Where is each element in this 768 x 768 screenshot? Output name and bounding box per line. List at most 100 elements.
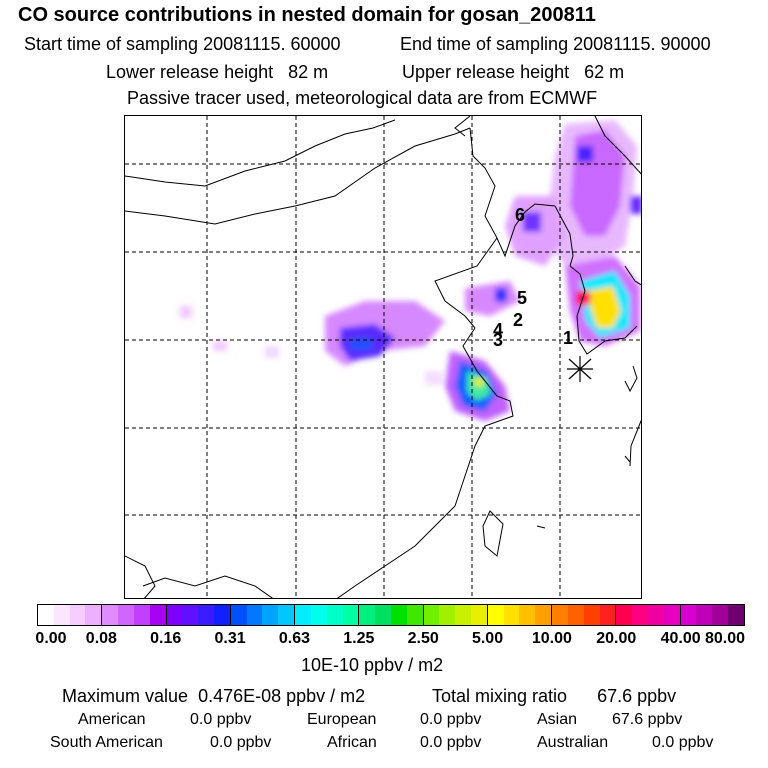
colorbar-segment [102, 605, 167, 625]
colorbar-swatch [166, 605, 183, 625]
colorbar-swatch [680, 605, 697, 625]
colorbar-swatch [406, 605, 423, 625]
colorbar-swatch [503, 605, 520, 625]
colorbar-swatch [278, 605, 295, 625]
colorbar-segment [295, 605, 360, 625]
colorbar-tick-label: 10.00 [531, 630, 572, 647]
colorbar-swatch [295, 605, 311, 625]
chart-title: CO source contributions in nested domain… [18, 4, 596, 26]
start-time-value: 20081115. 60000 [203, 34, 341, 54]
lat-lon-grid [125, 116, 641, 598]
coastlines [125, 116, 641, 598]
colorbar-segment [616, 605, 681, 625]
map-panel: 1 2 3 4 5 6 [124, 115, 642, 599]
colorbar-tick-label: 0.63 [278, 630, 311, 647]
total-value: 67.6 ppbv [597, 686, 677, 706]
start-time: Start time of sampling 20081115. 60000 [24, 34, 341, 55]
region-south-american-value: 0.0 ppbv [210, 734, 272, 751]
colorbar-swatch [326, 605, 343, 625]
colorbar-segment [166, 605, 231, 625]
upper-release-value: 62 m [584, 62, 625, 82]
colorbar-swatch [519, 605, 536, 625]
colorbar-tick-label: 2.50 [407, 630, 439, 647]
map-label-4: 4 [493, 320, 504, 340]
colorbar-swatch [69, 605, 86, 625]
colorbar-swatch [712, 605, 729, 625]
colorbar-swatch [53, 605, 70, 625]
lower-release-label: Lower release height [106, 62, 274, 82]
colorbar-segment [680, 605, 744, 625]
colorbar-swatch [423, 605, 440, 625]
colorbar-swatch [38, 605, 54, 625]
model-info: Passive tracer used, meteorological data… [127, 88, 598, 108]
colorbar-swatch [552, 605, 568, 625]
colorbar-swatch [230, 605, 247, 625]
colorbar-segment [487, 605, 553, 625]
colorbar-swatch [648, 605, 664, 625]
region-european-value: 0.0 ppbv [420, 711, 482, 728]
region-american-value: 0.0 ppbv [190, 711, 252, 728]
map-label-1: 1 [563, 328, 574, 348]
region-asian-name: Asian [537, 711, 578, 728]
colorbar-segment [359, 605, 424, 625]
max-value: Maximum value 0.476E-08 ppbv / m2 [62, 686, 365, 707]
colorbar-swatch [439, 605, 456, 625]
colorbar-swatch [471, 605, 487, 625]
colorbar-swatch [599, 605, 616, 625]
region-australian-value: 0.0 ppbv [652, 734, 714, 751]
colorbar-segment [423, 605, 488, 625]
colorbar-tick-label: 1.25 [343, 630, 375, 647]
colorbar-tick-label: 20.00 [596, 630, 637, 647]
colorbar-tick-label: 80.00 [704, 630, 746, 647]
colorbar-swatch [262, 605, 279, 625]
map-label-6: 6 [515, 205, 526, 225]
colorbar-swatch [616, 605, 633, 625]
colorbar-swatch [487, 605, 504, 625]
colorbar-swatch [342, 605, 359, 625]
colorbar-segment [38, 605, 103, 625]
total-mixing-ratio: Total mixing ratio 67.6 ppbv [432, 686, 676, 707]
colorbar-swatch [246, 605, 263, 625]
region-south-american-name: South American [50, 734, 163, 751]
colorbar-swatch [310, 605, 327, 625]
colorbar-tick-label: 0.08 [85, 630, 117, 647]
colorbar-tick-label: 5.00 [471, 630, 504, 647]
colorbar-swatch [375, 605, 391, 625]
colorbar-swatch [632, 605, 649, 625]
colorbar-swatch [133, 605, 150, 625]
colorbar-swatch [696, 605, 713, 625]
colorbar-segment [552, 605, 617, 625]
end-time-value: 20081115. 90000 [573, 34, 711, 54]
max-value-number: 0.476E-08 ppbv / m2 [198, 686, 366, 706]
map-label-2: 2 [513, 310, 524, 330]
region-african-name: African [327, 734, 377, 751]
region-african-value: 0.0 ppbv [420, 734, 482, 751]
map-label-5: 5 [517, 288, 528, 308]
max-value-label: Maximum value [62, 686, 189, 706]
region-asian-value: 67.6 ppbv [612, 711, 683, 728]
lower-release-value: 82 m [288, 62, 329, 82]
colorbar [37, 604, 745, 626]
start-time-label: Start time of sampling [24, 34, 199, 54]
colorbar-swatch [535, 605, 552, 625]
end-time-label: End time of sampling [400, 34, 569, 54]
colorbar-swatch [663, 605, 680, 625]
colorbar-swatch [567, 605, 584, 625]
colorbar-swatch [182, 605, 199, 625]
colorbar-swatch [198, 605, 214, 625]
map-canvas [125, 116, 641, 598]
colorbar-tick-label: 0.31 [214, 630, 246, 647]
map-label-3: 3 [493, 330, 504, 350]
colorbar-segment [230, 605, 296, 625]
colorbar-swatch [390, 605, 407, 625]
lower-release-height: Lower release height 82 m [106, 62, 328, 83]
region-european-name: European [307, 711, 377, 728]
colorbar-tick-label: 0.00 [35, 630, 67, 647]
region-american-name: American [78, 711, 146, 728]
colorbar-swatch [85, 605, 102, 625]
colorbar-swatch [359, 605, 376, 625]
colorbar-swatch [118, 605, 134, 625]
colorbar-tick-label: 40.00 [660, 630, 701, 647]
colorbar-unit: 10E-10 ppbv / m2 [301, 655, 444, 675]
end-time: End time of sampling 20081115. 90000 [400, 34, 711, 55]
